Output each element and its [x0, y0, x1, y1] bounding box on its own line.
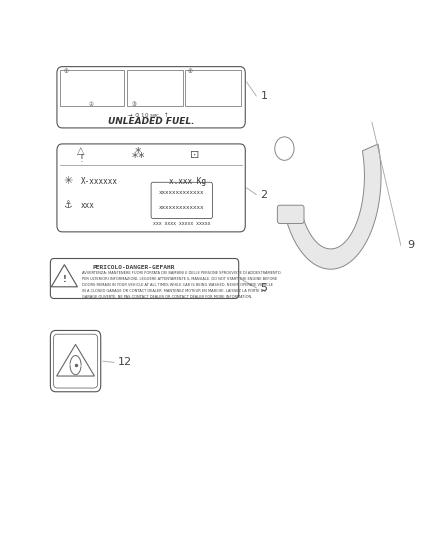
Text: 2: 2: [261, 190, 268, 199]
Text: X-xxxxxx: X-xxxxxx: [81, 177, 118, 186]
Bar: [185, 70, 241, 106]
Text: AVVERTENZA: MANTENERE FUORI PORTATA DEI BAMBINI E DELLE PERSONE SPROVVISTE DI AD: AVVERTENZA: MANTENERE FUORI PORTATA DEI …: [82, 271, 282, 276]
Text: xxx: xxx: [81, 201, 95, 210]
Text: 9: 9: [407, 240, 414, 250]
Text: xxx xxxx xxxxx xxxxx: xxx xxxx xxxxx xxxxx: [153, 221, 211, 226]
Text: xxxxxxxxxxxxx: xxxxxxxxxxxxx: [159, 205, 205, 210]
Text: GARAGE OUVERTE. NE PAS CONTACT DEALER OR CONTACT DEALER FOR MORE INFORMATION.: GARAGE OUVERTE. NE PAS CONTACT DEALER OR…: [82, 295, 252, 299]
Polygon shape: [285, 144, 381, 269]
Text: IN A CLOSED GARAGE OR CONTACT DEALER. MANTENEZ MOTEUR EN MARCHE. LAISSEZ LA PORT: IN A CLOSED GARAGE OR CONTACT DEALER. MA…: [82, 289, 266, 293]
Text: PER ULTERIORI INFORMAZIONI, LEGGERE ATTENTAMENTE IL MANUALE. DO NOT START THE EN: PER ULTERIORI INFORMAZIONI, LEGGERE ATTE…: [82, 277, 277, 281]
Text: ⚓: ⚓: [64, 200, 72, 211]
Text: ①: ①: [64, 69, 69, 74]
Bar: [60, 70, 124, 106]
Text: ②: ②: [89, 102, 94, 107]
Text: ⊡: ⊡: [190, 150, 200, 160]
Text: xxxxxxxxxxxxx: xxxxxxxxxxxxx: [159, 190, 205, 195]
Text: UNLEADED FUEL.: UNLEADED FUEL.: [108, 117, 194, 126]
Text: 1: 1: [261, 91, 268, 101]
Bar: [127, 70, 183, 106]
Text: !: !: [63, 275, 66, 284]
FancyBboxPatch shape: [277, 205, 304, 223]
Text: $\rightarrow$ ⊙ 10 sec. $\uparrow$: $\rightarrow$ ⊙ 10 sec. $\uparrow$: [126, 110, 169, 119]
Text: DOORS REMAIN IN YOUR VEHICLE AT ALL TIMES WHILE CAR IS BEING WASHED. NEVER OPERA: DOORS REMAIN IN YOUR VEHICLE AT ALL TIME…: [82, 283, 273, 287]
Text: ③: ③: [131, 102, 136, 107]
Text: x.xxx Kg: x.xxx Kg: [169, 177, 205, 186]
Text: ✳: ✳: [63, 176, 73, 187]
Text: ⁂: ⁂: [132, 148, 144, 161]
Text: ④: ④: [187, 69, 192, 74]
Text: 12: 12: [118, 358, 132, 367]
Text: 5: 5: [261, 283, 268, 293]
Text: △
!: △ !: [77, 146, 85, 164]
Text: PERICOLO-DANGER-GEFAHR: PERICOLO-DANGER-GEFAHR: [92, 265, 175, 270]
